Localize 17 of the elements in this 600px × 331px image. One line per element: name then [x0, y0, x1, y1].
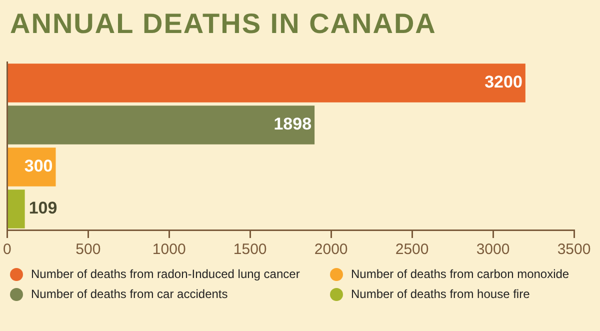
data-label: 300 [24, 156, 53, 176]
x-tick-label: 500 [76, 241, 101, 258]
chart-title: ANNUAL DEATHS IN CANADA [10, 8, 436, 40]
x-tick-label: 0 [3, 241, 12, 258]
data-label: 1898 [274, 114, 312, 134]
x-tick-label: 1500 [233, 241, 267, 258]
legend-label: Number of deaths from carbon monoxide [351, 267, 570, 281]
data-label: 109 [28, 198, 58, 218]
legend-label: Number of deaths from car accidents [31, 287, 228, 301]
x-tick-label: 3500 [557, 241, 591, 258]
legend-label: Number of deaths from house fire [351, 287, 530, 301]
x-tick-label: 2000 [314, 241, 348, 258]
legend-label: Number of deaths from radon-Induced lung cancer [31, 267, 300, 281]
x-tick-label: 3000 [476, 241, 510, 258]
x-tick-label: 2500 [395, 241, 429, 258]
data-label: 3200 [484, 72, 522, 92]
x-tick-label: 1000 [152, 241, 186, 258]
